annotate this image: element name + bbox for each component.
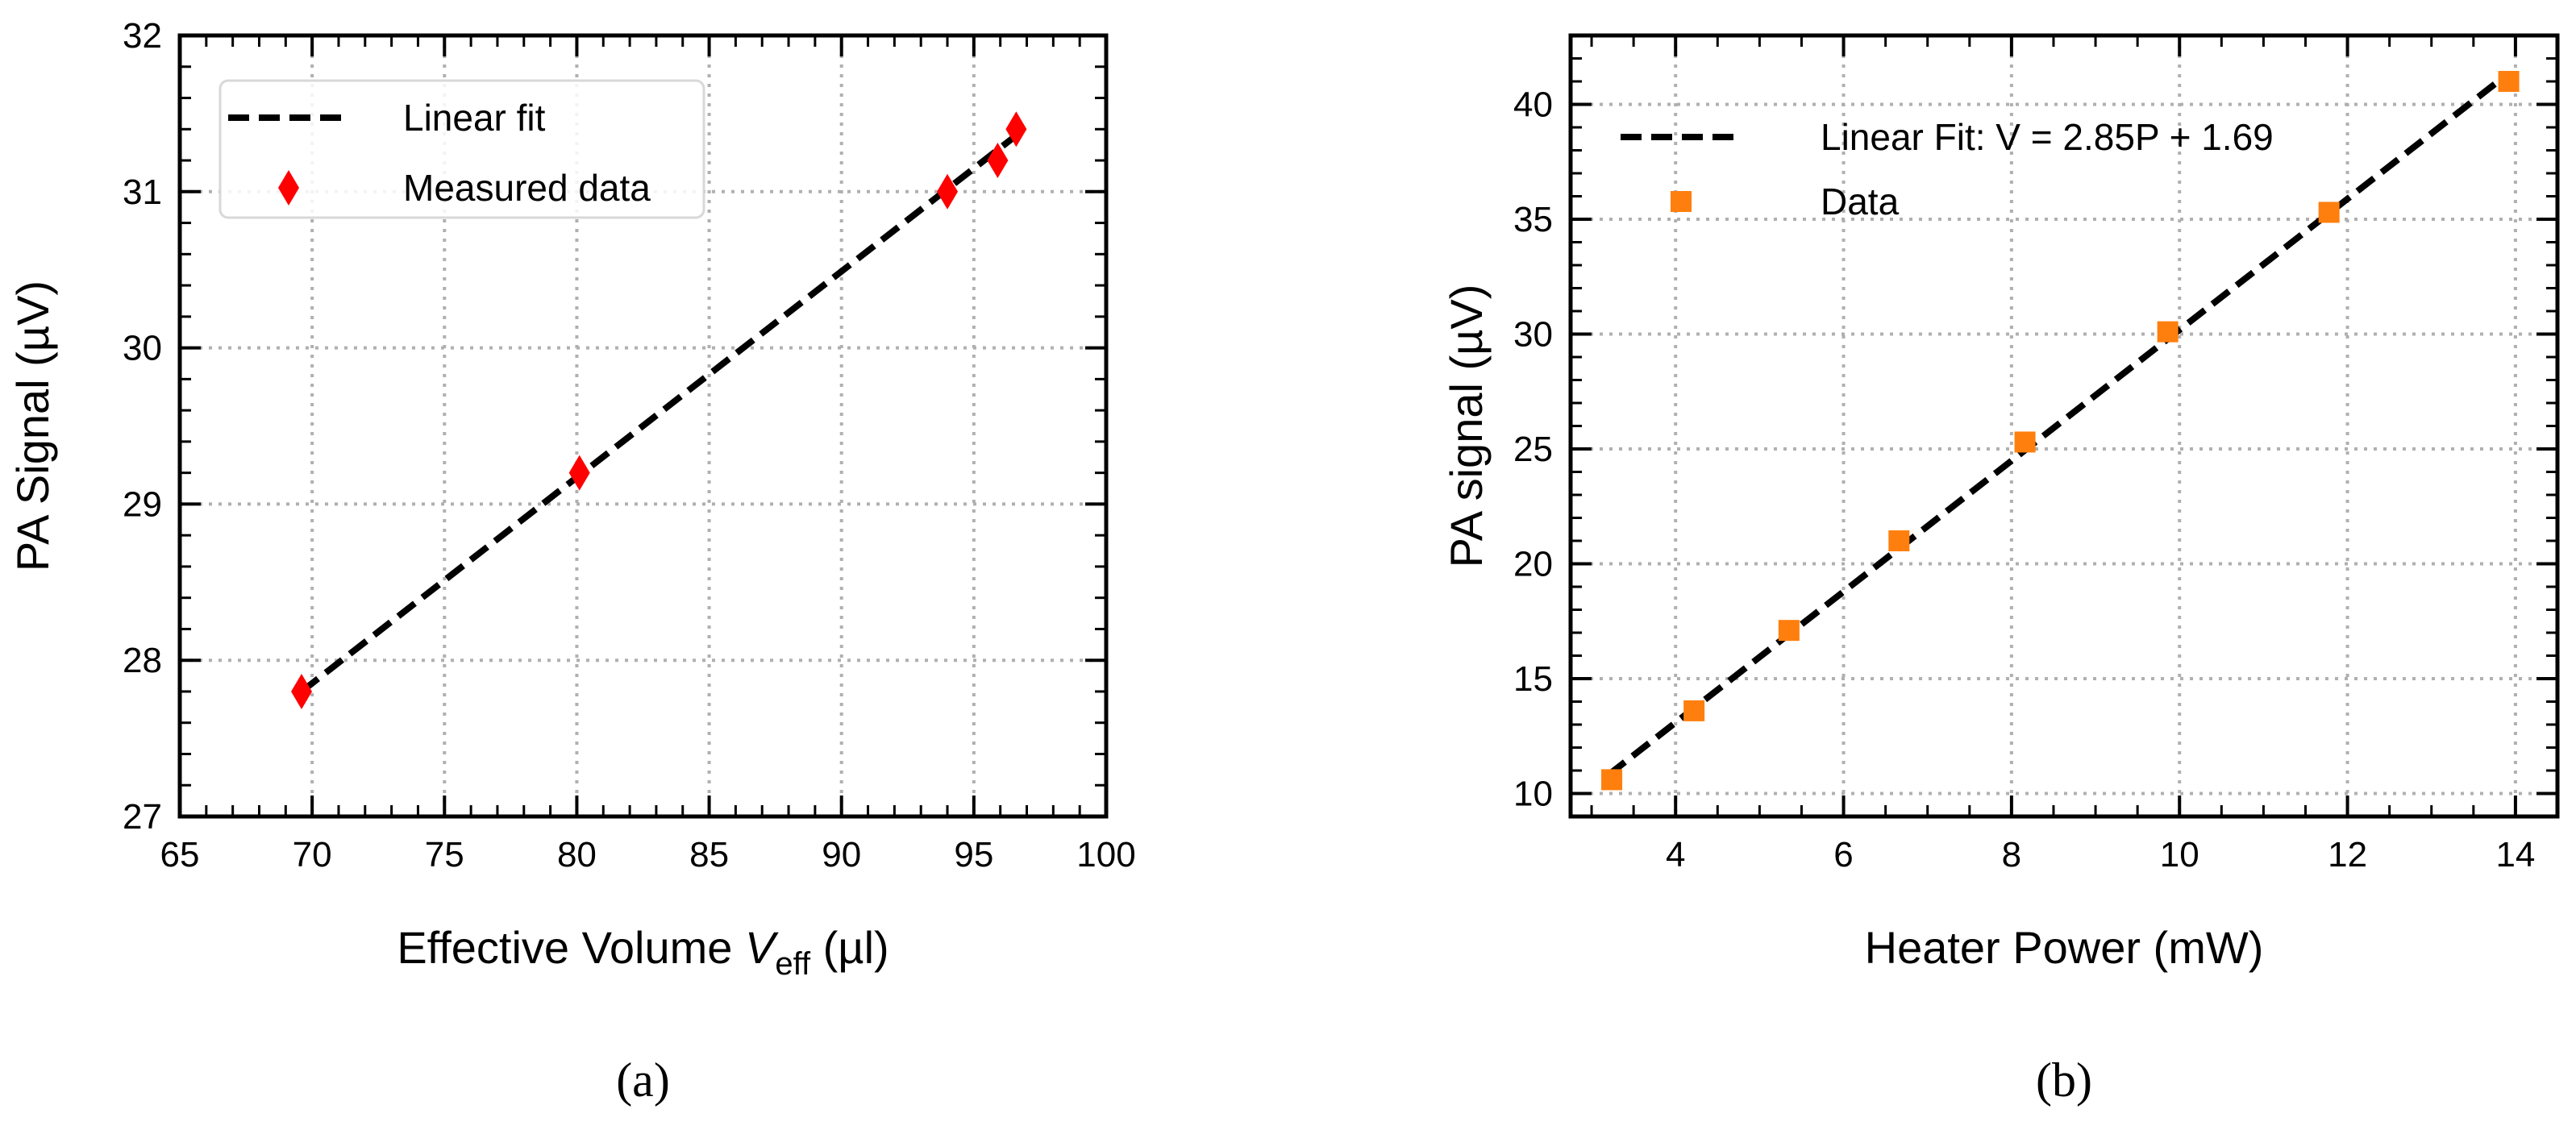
chart-1-x-tick-label: 14 bbox=[2495, 835, 2535, 875]
chart-0-y-tick-label: 30 bbox=[123, 329, 162, 368]
chart-0-x-tick-label: 75 bbox=[425, 835, 464, 875]
chart-1-axes-frame bbox=[1568, 33, 2560, 819]
chart-1-y-tick-label: 35 bbox=[1513, 200, 1553, 239]
chart-0-x-tick-label: 70 bbox=[293, 835, 332, 875]
chart-0-y-axis-label: PA Signal (µV) bbox=[7, 280, 58, 571]
chart-0-x-axis-label: Effective Volume Veff (µl) bbox=[397, 922, 888, 982]
chart-1-y-tick-label: 15 bbox=[1513, 659, 1553, 699]
chart-0-x-tick-label: 95 bbox=[954, 835, 993, 875]
chart-0-data-point bbox=[987, 143, 1009, 179]
chart-1-data-point bbox=[2318, 201, 2340, 223]
chart-0-x-tick-label: 85 bbox=[689, 835, 729, 875]
chart-1-data-point bbox=[1601, 769, 1623, 791]
chart-1-data-point bbox=[1683, 700, 1705, 721]
chart-0-legend-marker bbox=[278, 170, 299, 206]
chart-1-x-tick-label: 8 bbox=[2002, 835, 2021, 875]
chart-0-y-tick-label: 28 bbox=[123, 641, 162, 680]
chart-1-panel-label: (b) bbox=[2036, 1053, 2092, 1107]
chart-0-panel-label: (a) bbox=[616, 1053, 670, 1107]
chart-1-x-tick-label: 6 bbox=[1833, 835, 1853, 875]
chart-1-data-point bbox=[2014, 431, 2036, 453]
chart-1-fit-line bbox=[1606, 72, 2509, 778]
chart-0-y-tick-label: 32 bbox=[123, 16, 162, 56]
chart-0-x-tick-label: 80 bbox=[557, 835, 597, 875]
chart-0-data-point bbox=[1005, 111, 1027, 147]
chart-0-x-tick-label: 100 bbox=[1076, 835, 1135, 875]
chart-0-legend-label: Measured data bbox=[403, 167, 651, 209]
chart-panel-b: 4 6 8 10 12 14 10 15 20 25 30 35 40 Linear Fit: V = 2… bbox=[1441, 33, 2560, 1107]
chart-0-y-tick-label: 31 bbox=[123, 172, 162, 212]
chart-0-y-tick-label: 27 bbox=[123, 797, 162, 837]
chart-1-y-tick-label: 25 bbox=[1513, 430, 1553, 469]
chart-0-data-point bbox=[291, 673, 313, 709]
chart-1-y-axis-label: PA signal (µV) bbox=[1441, 285, 1492, 568]
chart-1-data-point bbox=[2157, 321, 2179, 343]
chart-1-y-tick-label: 10 bbox=[1513, 775, 1553, 814]
chart-1-y-tick-label: 40 bbox=[1513, 85, 1553, 125]
chart-1-x-tick-label: 4 bbox=[1666, 835, 1685, 875]
chart-0-axes-frame bbox=[177, 33, 1109, 819]
chart-1-x-axis-label: Heater Power (mW) bbox=[1865, 922, 2264, 973]
chart-1-y-tick-label: 30 bbox=[1513, 315, 1553, 355]
chart-panel-a: 65 70 75 80 85 90 95 100 27 28 29 30 31 32 Linear fit M… bbox=[7, 16, 1136, 1107]
chart-1-legend-label: Data bbox=[1821, 181, 1900, 222]
chart-0-y-tick-label: 29 bbox=[123, 484, 162, 524]
chart-1-y-tick-label: 20 bbox=[1513, 545, 1553, 584]
chart-0-data-point bbox=[568, 455, 590, 491]
chart-1-data-point bbox=[2498, 71, 2520, 92]
chart-0-data-point bbox=[937, 173, 959, 210]
chart-1-x-tick-label: 12 bbox=[2328, 835, 2367, 875]
chart-1-legend-label: Linear Fit: V = 2.85P + 1.69 bbox=[1821, 116, 2274, 158]
chart-1-data-point bbox=[1888, 530, 1910, 551]
chart-0-x-tick-label: 90 bbox=[822, 835, 861, 875]
chart-0-fit-line bbox=[299, 132, 1018, 695]
chart-1-data-point bbox=[1778, 620, 1800, 642]
chart-0-legend-label: Linear fit bbox=[403, 97, 546, 139]
chart-1-legend-marker bbox=[1671, 191, 1692, 212]
chart-0-x-tick-label: 65 bbox=[160, 835, 200, 875]
chart-1-x-tick-label: 10 bbox=[2160, 835, 2199, 875]
